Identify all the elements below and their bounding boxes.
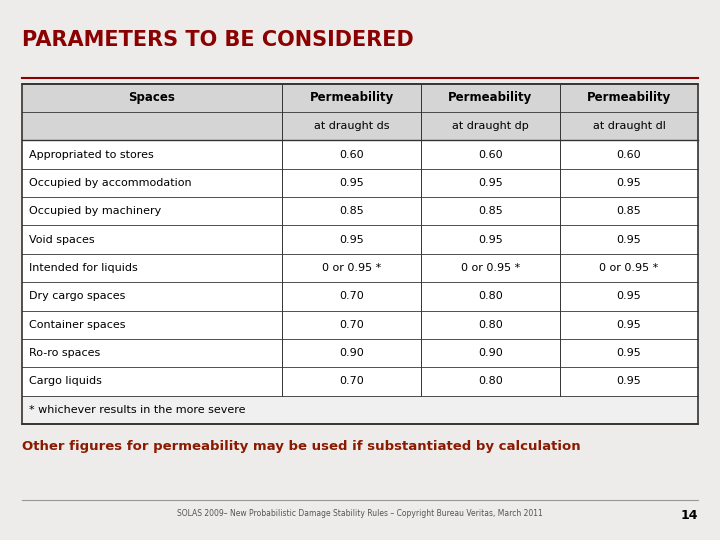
Text: 0.95: 0.95 — [478, 178, 503, 188]
Bar — [22, 84, 698, 112]
Text: Permeability: Permeability — [448, 91, 532, 104]
Text: Permeability: Permeability — [587, 91, 671, 104]
Text: 0.90: 0.90 — [478, 348, 503, 358]
Bar — [22, 197, 698, 226]
Text: 0.70: 0.70 — [339, 291, 364, 301]
Text: 0 or 0.95 *: 0 or 0.95 * — [461, 263, 520, 273]
Bar — [22, 168, 698, 197]
Bar — [22, 395, 698, 424]
Text: Occupied by accommodation: Occupied by accommodation — [29, 178, 192, 188]
Text: 0.80: 0.80 — [478, 291, 503, 301]
Text: 0.95: 0.95 — [616, 178, 642, 188]
Text: 0.95: 0.95 — [616, 234, 642, 245]
Bar — [22, 254, 698, 282]
Text: Void spaces: Void spaces — [29, 234, 94, 245]
Bar — [22, 84, 698, 424]
Text: at draught dl: at draught dl — [593, 121, 665, 131]
Text: Ro-ro spaces: Ro-ro spaces — [29, 348, 100, 358]
Bar — [22, 367, 698, 395]
Text: Spaces: Spaces — [128, 91, 176, 104]
Text: 0.95: 0.95 — [339, 178, 364, 188]
Bar — [22, 282, 698, 310]
Text: 0.85: 0.85 — [478, 206, 503, 217]
Text: Container spaces: Container spaces — [29, 320, 125, 330]
Bar — [22, 226, 698, 254]
Text: 0.95: 0.95 — [339, 234, 364, 245]
Text: Permeability: Permeability — [310, 91, 394, 104]
Text: 0.95: 0.95 — [616, 376, 642, 387]
Text: 0.95: 0.95 — [616, 348, 642, 358]
Text: 0.80: 0.80 — [478, 376, 503, 387]
Text: 0.90: 0.90 — [339, 348, 364, 358]
Bar — [22, 112, 698, 140]
Text: Other figures for permeability may be used if substantiated by calculation: Other figures for permeability may be us… — [22, 440, 580, 453]
Text: 0.60: 0.60 — [617, 150, 642, 160]
Text: 0 or 0.95 *: 0 or 0.95 * — [322, 263, 381, 273]
Bar — [22, 310, 698, 339]
Text: Dry cargo spaces: Dry cargo spaces — [29, 291, 125, 301]
Text: 0.70: 0.70 — [339, 320, 364, 330]
Text: 0.95: 0.95 — [616, 320, 642, 330]
Text: at draught ds: at draught ds — [314, 121, 390, 131]
Text: Cargo liquids: Cargo liquids — [29, 376, 102, 387]
Bar — [22, 339, 698, 367]
Text: 0.95: 0.95 — [478, 234, 503, 245]
Text: 0.85: 0.85 — [339, 206, 364, 217]
Text: 0.80: 0.80 — [478, 320, 503, 330]
Text: SOLAS 2009– New Probabilistic Damage Stability Rules – Copyright Bureau Veritas,: SOLAS 2009– New Probabilistic Damage Sta… — [177, 509, 543, 518]
Bar — [22, 140, 698, 168]
Text: PARAMETERS TO BE CONSIDERED: PARAMETERS TO BE CONSIDERED — [22, 30, 413, 50]
Text: 0 or 0.95 *: 0 or 0.95 * — [600, 263, 659, 273]
Text: Intended for liquids: Intended for liquids — [29, 263, 138, 273]
Text: 0.95: 0.95 — [616, 291, 642, 301]
Text: 0.85: 0.85 — [616, 206, 642, 217]
Text: Appropriated to stores: Appropriated to stores — [29, 150, 153, 160]
Text: 0.60: 0.60 — [339, 150, 364, 160]
Text: 0.60: 0.60 — [478, 150, 503, 160]
Text: 0.70: 0.70 — [339, 376, 364, 387]
Text: * whichever results in the more severe: * whichever results in the more severe — [29, 404, 246, 415]
Text: Occupied by machinery: Occupied by machinery — [29, 206, 161, 217]
Text: 14: 14 — [681, 509, 698, 522]
Text: at draught dp: at draught dp — [452, 121, 528, 131]
